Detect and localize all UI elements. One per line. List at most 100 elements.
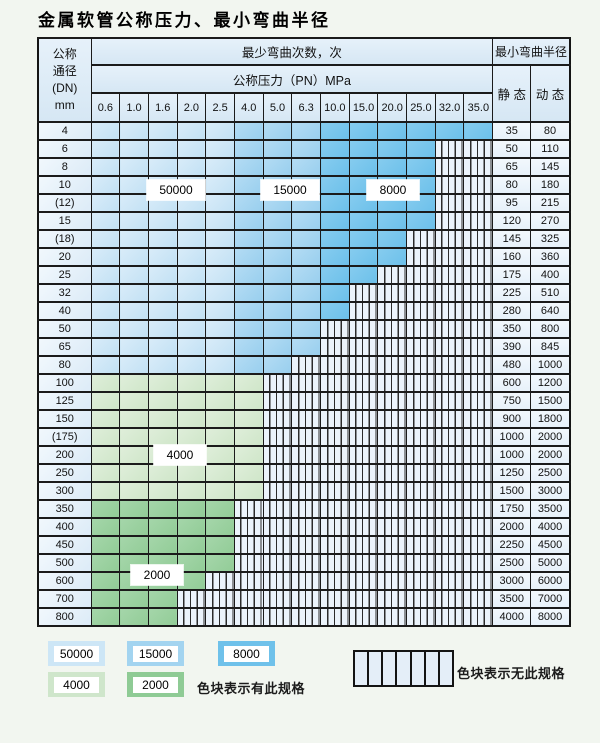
cycle-cell-no-spec bbox=[262, 589, 293, 609]
dynamic-header-cell: 动 态 bbox=[530, 64, 571, 123]
table-row: 500 2500 5000 bbox=[37, 553, 571, 573]
cycle-cell-spec bbox=[90, 247, 121, 267]
cycle-cell-spec bbox=[147, 229, 178, 249]
cycle-cell-spec bbox=[147, 409, 178, 429]
cycle-cell-spec bbox=[147, 247, 178, 267]
legend-no-spec-text: 色块表示无此规格 bbox=[457, 666, 566, 681]
dynamic-radius-cell: 510 bbox=[530, 283, 571, 303]
pressure-value-cell: 2.0 bbox=[176, 92, 207, 123]
cycle-cell-no-spec bbox=[434, 589, 465, 609]
dynamic-radius-cell: 800 bbox=[530, 319, 571, 339]
dn-cell: 10 bbox=[37, 175, 92, 195]
cycle-cell-no-spec bbox=[434, 319, 465, 339]
table-row: 20 160 360 bbox=[37, 247, 571, 267]
cycle-cell-spec bbox=[233, 283, 264, 303]
cycle-cell-no-spec bbox=[434, 265, 465, 285]
cycle-cell-spec bbox=[119, 589, 149, 609]
cycle-cell-spec bbox=[176, 211, 207, 231]
pressure-value-cell: 0.6 bbox=[90, 92, 121, 123]
cycle-cell-spec bbox=[90, 517, 121, 537]
pressure-value-cell: 2.5 bbox=[205, 92, 235, 123]
cycle-cell-spec bbox=[90, 283, 121, 303]
cycle-cell-spec bbox=[90, 391, 121, 411]
cycle-cell-no-spec bbox=[320, 337, 350, 357]
cycle-cell-spec bbox=[176, 139, 207, 159]
cycle-cell-spec bbox=[205, 337, 235, 357]
pressure-value-cell: 35.0 bbox=[463, 92, 494, 123]
cycle-cell-spec bbox=[147, 517, 178, 537]
cycle-cell-no-spec bbox=[434, 211, 465, 231]
cycle-cell-no-spec bbox=[320, 445, 350, 465]
cycle-cell-spec bbox=[147, 337, 178, 357]
cycle-cell-spec bbox=[320, 283, 350, 303]
cycle-cell-no-spec bbox=[262, 607, 293, 627]
cycle-cell-spec bbox=[147, 535, 178, 555]
cycle-cell-spec bbox=[90, 121, 121, 141]
cycle-cell-spec bbox=[262, 121, 293, 141]
dynamic-radius-cell: 1000 bbox=[530, 355, 571, 375]
cycle-cell-no-spec bbox=[291, 535, 321, 555]
cycle-cell-spec bbox=[348, 121, 379, 141]
cycle-cell-spec bbox=[119, 121, 149, 141]
table-row: 4 35 80 bbox=[37, 121, 571, 141]
cycle-cell-spec bbox=[233, 409, 264, 429]
cycle-cell-no-spec bbox=[434, 283, 465, 303]
cycle-cell-spec bbox=[176, 319, 207, 339]
cycle-cell-no-spec bbox=[377, 589, 408, 609]
cycle-cell-spec bbox=[176, 409, 207, 429]
cycle-cell-spec bbox=[233, 481, 264, 501]
cycle-cell-no-spec bbox=[205, 607, 235, 627]
dn-cell: 125 bbox=[37, 391, 92, 411]
cycle-cell-no-spec bbox=[406, 571, 436, 591]
cycle-cell-no-spec bbox=[176, 589, 207, 609]
dynamic-radius-cell: 7000 bbox=[530, 589, 571, 609]
cycle-cell-no-spec bbox=[291, 427, 321, 447]
cycle-cell-no-spec bbox=[348, 481, 379, 501]
dynamic-radius-cell: 3000 bbox=[530, 481, 571, 501]
dn-cell: 4 bbox=[37, 121, 92, 141]
cycle-cell-no-spec bbox=[406, 481, 436, 501]
cycle-cell-spec bbox=[119, 445, 149, 465]
cycle-cell-no-spec bbox=[262, 499, 293, 519]
table-row: 350 1750 3500 bbox=[37, 499, 571, 519]
table-row: 50 350 800 bbox=[37, 319, 571, 339]
dn-cell: (18) bbox=[37, 229, 92, 249]
cycle-cell-spec bbox=[233, 337, 264, 357]
table-row: 100 600 1200 bbox=[37, 373, 571, 393]
cycle-cell-spec bbox=[176, 355, 207, 375]
cycle-cell-no-spec bbox=[406, 517, 436, 537]
cycle-cell-no-spec bbox=[463, 553, 494, 573]
static-radius-cell: 480 bbox=[492, 355, 532, 375]
pressure-value-cell: 15.0 bbox=[348, 92, 379, 123]
cycle-cell-spec bbox=[147, 211, 178, 231]
cycle-cell-spec bbox=[119, 247, 149, 267]
dn-cell: 800 bbox=[37, 607, 92, 627]
cycle-cell-no-spec bbox=[406, 553, 436, 573]
dn-cell: 150 bbox=[37, 409, 92, 429]
cycle-cell-no-spec bbox=[406, 301, 436, 321]
cycle-cell-no-spec bbox=[320, 463, 350, 483]
table-row: (18) 145 325 bbox=[37, 229, 571, 249]
cycle-cell-spec bbox=[291, 247, 321, 267]
cycle-cell-no-spec bbox=[377, 319, 408, 339]
cycle-cell-spec bbox=[262, 157, 293, 177]
table-row: 32 225 510 bbox=[37, 283, 571, 303]
cycle-cell-spec bbox=[119, 139, 149, 159]
dynamic-radius-cell: 110 bbox=[530, 139, 571, 159]
cycle-cell-no-spec bbox=[348, 283, 379, 303]
cycle-cell-no-spec bbox=[377, 391, 408, 411]
cycle-cell-spec bbox=[176, 121, 207, 141]
legend-chip-4000-label: 4000 bbox=[54, 676, 99, 693]
static-radius-cell: 4000 bbox=[492, 607, 532, 627]
dynamic-radius-cell: 270 bbox=[530, 211, 571, 231]
cycle-cell-no-spec bbox=[434, 427, 465, 447]
cycle-cell-no-spec bbox=[434, 445, 465, 465]
cycle-cell-no-spec bbox=[463, 409, 494, 429]
cycle-cell-no-spec bbox=[434, 193, 465, 213]
cycle-cell-no-spec bbox=[291, 553, 321, 573]
dn-cell: 8 bbox=[37, 157, 92, 177]
static-radius-cell: 225 bbox=[492, 283, 532, 303]
dynamic-radius-cell: 1800 bbox=[530, 409, 571, 429]
table-row: 8 65 145 bbox=[37, 157, 571, 177]
cycle-cell-spec bbox=[205, 229, 235, 249]
